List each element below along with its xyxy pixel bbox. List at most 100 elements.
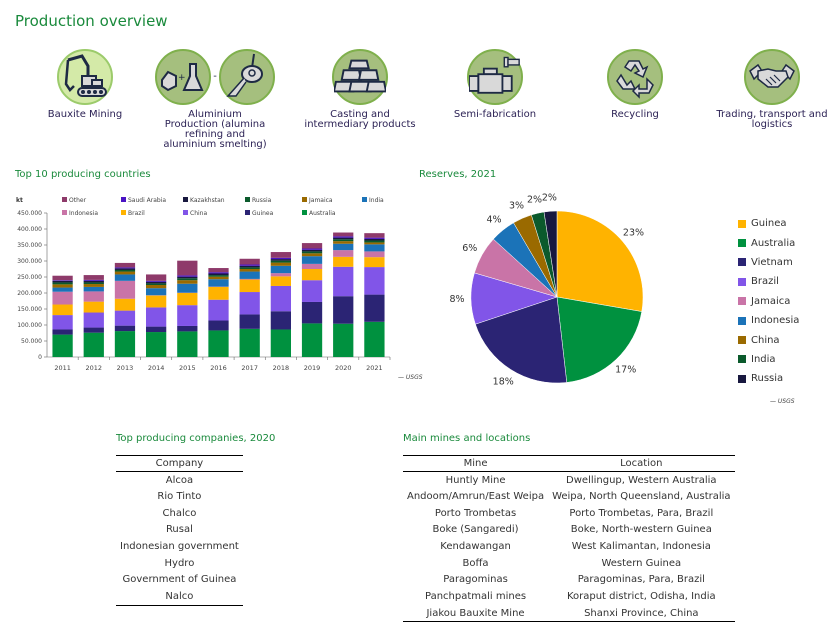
- bar-segment-australia: [83, 332, 104, 357]
- company-row: Rusal: [116, 522, 243, 539]
- legend-swatch: [738, 239, 746, 248]
- bar-segment-kazakhstan: [83, 280, 104, 283]
- pie-data-label: 23%: [623, 228, 644, 239]
- y-tick-label: 150.000: [17, 306, 42, 313]
- bar-segment-indonesia: [270, 273, 291, 277]
- bar-segment-russia: [239, 267, 260, 269]
- pie-slice-australia: [556, 296, 643, 383]
- reserves-pie-chart: 23%17%18%8%6%4%3%2% 2%: [450, 192, 644, 387]
- mine-location: Paragominas, Para, Brazil: [577, 574, 705, 586]
- mine-name: Boke (Sangaredi): [432, 524, 519, 536]
- company-name: Rusal: [165, 524, 193, 536]
- mine-name: Jiakou Bauxite Mine: [403, 605, 549, 623]
- bar-segment-kazakhstan: [301, 249, 323, 252]
- bar-segment-kazakhstan: [52, 280, 73, 283]
- step-casting: Casting and intermediary products: [298, 48, 422, 130]
- bar-segment-australia: [239, 328, 260, 357]
- y-tick-label: 350.000: [17, 242, 42, 249]
- legend-item: Guinea: [738, 214, 799, 233]
- y-tick-label: 0: [38, 354, 42, 361]
- legend-swatch: [302, 210, 307, 215]
- bar-segment-india: [270, 265, 291, 274]
- bar-segment-brazil: [239, 279, 260, 293]
- bar-segment-guinea: [301, 301, 323, 324]
- legend-item: Indonesia: [738, 311, 799, 330]
- company-name: Alcoa: [165, 474, 194, 486]
- bar-segment-kazakhstan: [270, 259, 291, 261]
- mine-location: Western Guinea: [601, 557, 682, 569]
- bar-segment-saudi-arabia: [83, 279, 104, 281]
- legend-swatch: [738, 297, 746, 306]
- companies-header: Company: [116, 455, 243, 472]
- mines-title: Main mines and locations: [403, 433, 531, 444]
- bar-segment-other: [83, 275, 104, 280]
- bar-segment-australia: [333, 323, 354, 357]
- mine-name: Boffa: [462, 557, 489, 569]
- company-name: Hydro: [164, 557, 195, 569]
- companies-table: Company Alcoa Rio Tinto Chalco Rusal Indones…: [116, 455, 243, 606]
- reserves-source: — USGS: [770, 398, 795, 405]
- bar-segment-china: [364, 267, 385, 295]
- bar-segment-brazil: [208, 286, 229, 300]
- legend-label: Brazil: [128, 210, 145, 217]
- bar-segment-india: [114, 274, 136, 281]
- page-title: Production overview: [15, 12, 168, 30]
- bar-segment-australia: [208, 330, 229, 357]
- mine-row: Panchpatmali mines Koraput district, Odis…: [403, 588, 735, 605]
- y-tick-label: 400.000: [17, 226, 42, 233]
- bar-segment-indonesia: [83, 291, 104, 302]
- x-tick-label: 2021: [366, 364, 383, 372]
- bar-segment-indonesia: [301, 263, 323, 269]
- legend-swatch: [62, 197, 67, 202]
- bar-segment-jamaica: [239, 269, 260, 272]
- y-tick-label: 50.000: [21, 338, 42, 345]
- legend-label: Vietnam: [751, 256, 793, 268]
- y-tick-label: 300.000: [17, 258, 42, 265]
- legend-swatch: [183, 197, 188, 202]
- bar-segment-jamaica: [52, 284, 73, 288]
- mine-location: Dwellingup, Western Australia: [566, 474, 717, 486]
- y-tick-label: 100.000: [17, 322, 42, 329]
- mine-row: Boke (Sangaredi) Boke, North-western Guin…: [403, 522, 735, 539]
- reserves-chart-title: Reserves, 2021: [419, 169, 497, 180]
- bar-segment-indonesia: [52, 291, 73, 305]
- bar-segment-jamaica: [177, 280, 198, 284]
- bar-segment-guinea: [364, 294, 385, 322]
- bar-segment-australia: [270, 329, 291, 357]
- x-tick-label: 2017: [241, 364, 258, 372]
- bar-segment-other: [239, 258, 260, 265]
- mine-location: Boke, North-western Guinea: [570, 524, 712, 536]
- legend-swatch: [738, 316, 746, 325]
- bar-segment-other: [364, 233, 385, 238]
- bar-segment-australia: [146, 332, 167, 357]
- bar-segment-brazil: [83, 301, 104, 313]
- legend-item: Russia: [738, 369, 799, 388]
- legend-label: Russia: [252, 197, 272, 204]
- legend-label: Guinea: [252, 210, 274, 217]
- recycle-icon: [607, 49, 663, 105]
- bar-segment-jamaica: [114, 271, 136, 275]
- bar-segment-other: [333, 232, 354, 237]
- bar-segment-saudi-arabia: [146, 280, 167, 282]
- bar-segment-jamaica: [83, 284, 104, 287]
- bar-segment-jamaica: [270, 262, 291, 266]
- mine-name: Paragominas: [443, 574, 508, 586]
- step-label: Recycling: [611, 109, 659, 120]
- bar-segment-russia: [52, 282, 73, 285]
- company-row: Hydro: [116, 555, 243, 572]
- mine-location: Koraput district, Odisha, India: [566, 591, 716, 603]
- bar-segment-guinea: [146, 326, 167, 333]
- legend-label: China: [751, 334, 780, 346]
- bar-segment-china: [270, 285, 291, 312]
- bar-segment-india: [301, 256, 323, 264]
- bar-segment-kazakhstan: [333, 237, 354, 240]
- bar-segment-kazakhstan: [239, 265, 260, 268]
- step-semi-fabrication: Semi-fabrication: [450, 48, 540, 120]
- bar-segment-kazakhstan: [114, 268, 136, 270]
- bar-segment-china: [146, 307, 167, 327]
- bar-segment-guinea: [177, 325, 198, 332]
- bar-segment-jamaica: [208, 276, 229, 280]
- bar-segment-australia: [114, 331, 136, 357]
- y-axis-unit: kt: [16, 197, 23, 204]
- legend-label: China: [190, 210, 207, 217]
